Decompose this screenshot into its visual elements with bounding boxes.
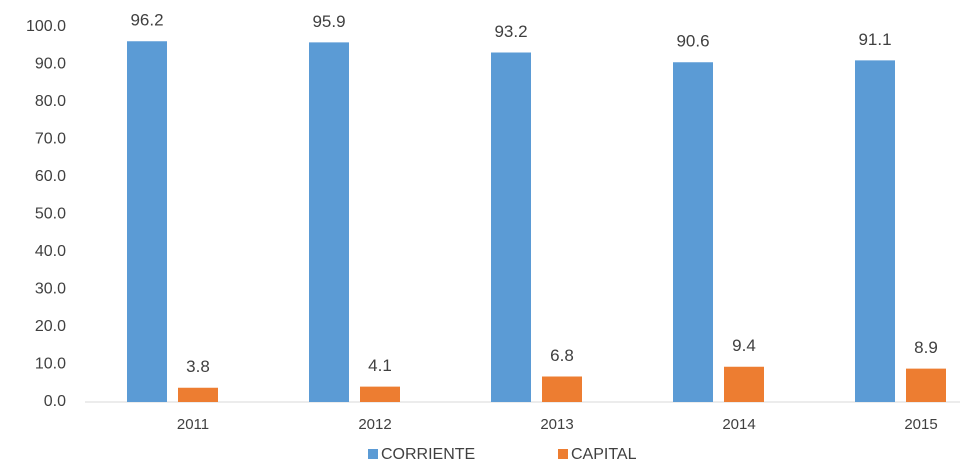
data-label: 3.8 [186,357,210,376]
bar [178,387,218,402]
data-label: 8.9 [914,338,938,357]
bar [906,368,946,402]
legend-swatch [558,449,568,459]
y-tick-label: 80.0 [35,93,66,110]
y-tick-label: 0.0 [44,393,66,410]
y-tick-label: 60.0 [35,168,66,185]
data-label: 6.8 [550,346,574,365]
legend-swatch [368,449,378,459]
data-label: 91.1 [858,30,891,49]
bar [309,42,349,402]
data-label: 96.2 [130,11,163,30]
y-tick-label: 50.0 [35,206,66,223]
x-tick-label: 2014 [722,416,755,433]
y-tick-label: 90.0 [35,56,66,73]
data-label: 9.4 [732,336,756,355]
bar [127,41,167,402]
bar [360,386,400,402]
y-tick-label: 100.0 [26,18,66,35]
x-tick-label: 2013 [540,416,573,433]
bar [673,62,713,402]
bar [855,60,895,402]
y-tick-label: 20.0 [35,318,66,335]
y-tick-label: 10.0 [35,356,66,373]
y-tick-label: 40.0 [35,243,66,260]
x-tick-label: 2015 [904,416,937,433]
legend-label: CORRIENTE [381,446,475,463]
y-tick-label: 30.0 [35,281,66,298]
data-label: 95.9 [312,12,345,31]
bar [491,52,531,402]
bar [724,366,764,402]
data-label: 4.1 [368,356,392,375]
bar [542,376,582,402]
data-label: 93.2 [494,22,527,41]
x-tick-label: 2011 [177,416,209,433]
data-label: 90.6 [676,32,709,51]
y-tick-label: 70.0 [35,131,66,148]
x-tick-label: 2012 [358,416,391,433]
legend-label: CAPITAL [571,446,637,463]
